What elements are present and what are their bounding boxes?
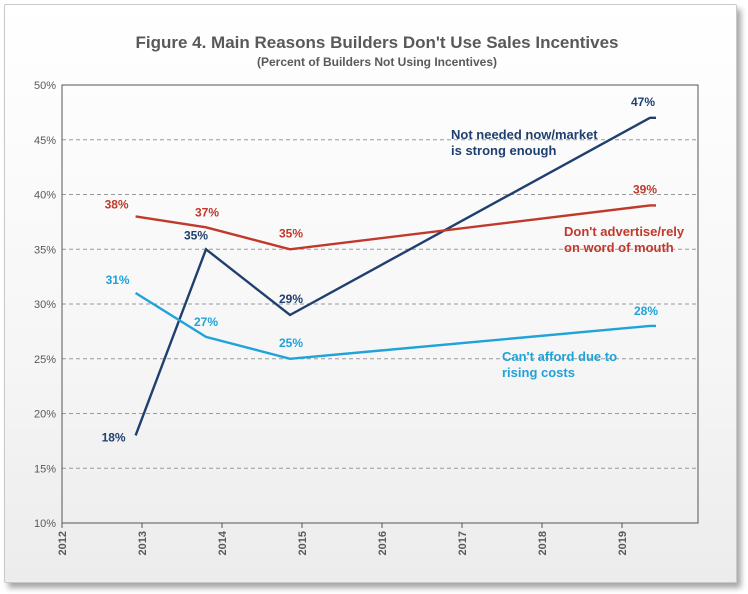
data-label: 18% (102, 430, 126, 444)
plot-area-border (61, 84, 699, 524)
axes: 10% 15% 20% 25% 30% 35% 40% 45% 50% 2012 2013 2014 2… (34, 80, 699, 555)
data-label: 35% (279, 226, 303, 240)
x-tick-label: 2016 (377, 531, 389, 555)
data-label: 25% (279, 336, 303, 350)
chart-title: Figure 4. Main Reasons Builders Don't Us… (135, 33, 618, 52)
data-label: 31% (106, 273, 130, 287)
gridlines (62, 139, 698, 469)
y-tick-label: 20% (34, 409, 56, 421)
series-label: on word of mouth (564, 240, 674, 255)
x-tick-label: 2012 (57, 531, 69, 555)
data-label: 47% (631, 95, 655, 109)
y-tick-label: 50% (34, 80, 56, 92)
series-label: rising costs (502, 365, 575, 380)
y-tick-label: 45% (34, 135, 56, 147)
series-line-1 (135, 204, 656, 251)
y-tick-label: 40% (34, 190, 56, 202)
x-tick-label: 2014 (217, 530, 229, 555)
data-label: 27% (194, 315, 218, 329)
data-label: 39% (633, 182, 657, 196)
series-line-2 (134, 291, 656, 361)
line-chart: Figure 4. Main Reasons Builders Don't Us… (34, 33, 699, 555)
data-labels: 18% 35% 29% 47% 38% 37% 35% 39% 31% 27% 25% 28% Not … (102, 95, 685, 445)
x-tick-label: 2015 (297, 531, 309, 555)
data-label: 38% (105, 197, 129, 211)
series-label: Not needed now/market (451, 127, 598, 142)
chart-subtitle: (Percent of Builders Not Using Incentive… (257, 55, 497, 69)
series-line-0 (134, 116, 656, 436)
data-label: 28% (634, 304, 658, 318)
x-tick-label: 2017 (457, 531, 469, 555)
data-label: 35% (184, 228, 208, 242)
x-tick-label: 2019 (617, 531, 629, 555)
chart-frame: Figure 4. Main Reasons Builders Don't Us… (4, 4, 737, 583)
series-label: is strong enough (451, 143, 557, 158)
data-label: 29% (279, 292, 303, 306)
series-label: Don't advertise/rely (564, 224, 685, 239)
y-tick-label: 30% (34, 299, 56, 311)
series-label: Can't afford due to (502, 349, 617, 364)
x-tick-label: 2013 (137, 531, 149, 555)
series-lines (134, 116, 656, 436)
x-tick-label: 2018 (537, 531, 549, 555)
y-tick-label: 25% (34, 354, 56, 366)
y-tick-label: 15% (34, 463, 56, 475)
data-label: 37% (195, 205, 219, 219)
y-tick-label: 35% (34, 244, 56, 256)
y-tick-label: 10% (34, 518, 56, 530)
